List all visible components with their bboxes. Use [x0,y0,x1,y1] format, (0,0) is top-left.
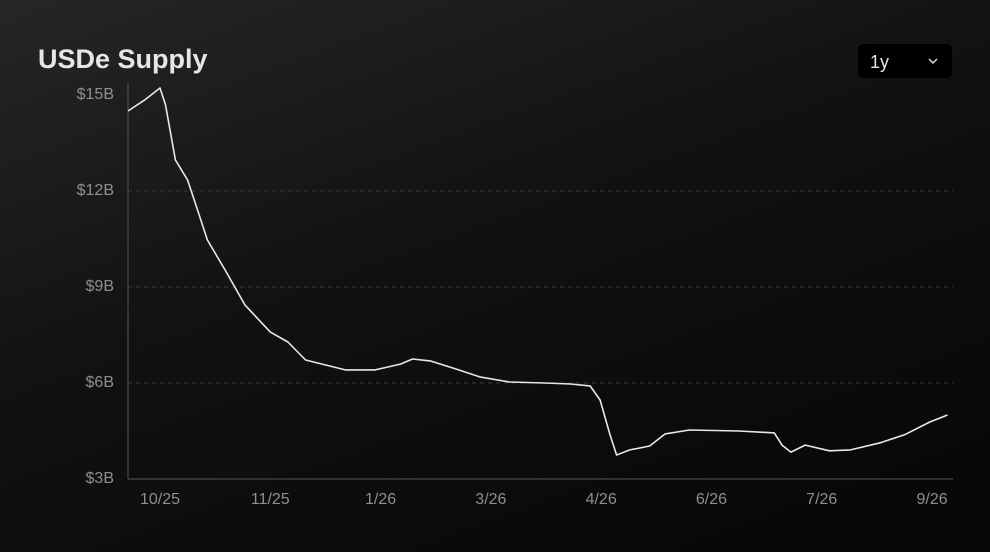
x-tick-label: 3/26 [475,491,506,508]
y-tick-label: $12B [77,182,114,199]
y-tick-label: $15B [77,86,114,103]
y-tick-label: $3B [86,470,114,487]
x-tick-label: 10/25 [140,491,180,508]
range-label: 1y [870,52,890,72]
x-tick-label: 11/25 [251,491,290,508]
range-selector[interactable]: 1y [858,44,952,78]
x-tick-label: 6/26 [696,491,727,508]
y-tick-label: $6B [86,374,114,391]
y-tick-label: $9B [86,278,114,295]
x-tick-label: 1/26 [365,491,396,508]
chart-title: USDe Supply [38,44,208,74]
chevron [928,58,938,65]
x-tick-label: 9/26 [916,491,947,508]
x-tick-label: 4/26 [586,491,617,508]
line [127,87,948,456]
x-tick-label: 7/26 [806,491,837,508]
